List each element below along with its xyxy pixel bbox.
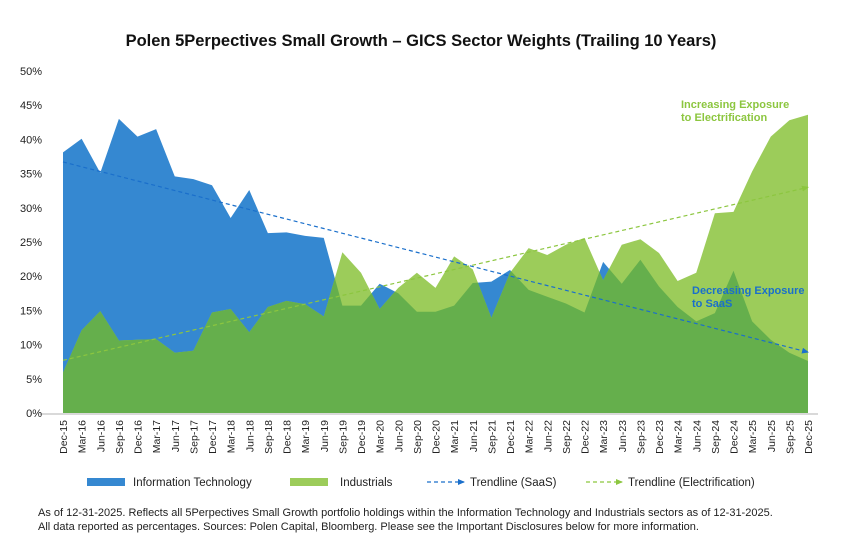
x-tick-label: Sep-25 xyxy=(784,420,796,454)
x-tick-label: Jun-21 xyxy=(468,420,480,452)
x-tick-label: Sep-24 xyxy=(710,420,722,454)
x-tick-label: Mar-22 xyxy=(524,420,536,453)
x-tick-label: Sep-19 xyxy=(337,420,349,454)
x-tick-label: Dec-18 xyxy=(282,420,294,454)
x-tick-label: Mar-24 xyxy=(673,420,685,453)
x-tick-label: Mar-21 xyxy=(449,420,461,453)
x-tick-label: Sep-18 xyxy=(263,420,275,454)
footnote-line: As of 12-31-2025. Reflects all 5Perpecti… xyxy=(38,507,773,519)
trendline xyxy=(62,161,809,354)
x-tick-label: Mar-18 xyxy=(226,420,238,453)
x-tick-label: Dec-16 xyxy=(133,420,145,454)
x-tick-label: Jun-18 xyxy=(244,420,256,452)
x-tick-label: Sep-21 xyxy=(486,420,498,454)
x-tick-label: Dec-20 xyxy=(431,420,443,454)
x-tick-label: Jun-16 xyxy=(95,420,107,452)
x-tick-label: Dec-19 xyxy=(356,420,368,454)
x-tick-label: Jun-24 xyxy=(691,420,703,452)
x-tick-label: Jun-20 xyxy=(393,420,405,452)
y-tick-label: 15% xyxy=(20,305,42,317)
x-tick-label: Jun-23 xyxy=(617,420,629,452)
annotation-text: Increasing Exposure xyxy=(681,99,789,111)
annotation-text: Decreasing Exposure xyxy=(692,285,805,297)
x-tick-label: Dec-23 xyxy=(654,420,666,454)
y-tick-label: 35% xyxy=(20,169,42,181)
area-overlap xyxy=(63,259,808,413)
y-tick-label: 40% xyxy=(20,134,42,146)
y-tick-label: 20% xyxy=(20,271,42,283)
trendline xyxy=(62,185,809,361)
y-tick-label: 5% xyxy=(26,374,42,386)
x-tick-label: Sep-23 xyxy=(635,420,647,454)
footnote: As of 12-31-2025. Reflects all 5Perpecti… xyxy=(38,506,828,534)
x-tick-label: Jun-17 xyxy=(170,420,182,452)
annotation-text: to Electrification xyxy=(681,112,767,124)
x-tick-label: Dec-17 xyxy=(207,420,219,454)
x-tick-label: Mar-17 xyxy=(151,420,163,453)
legend-label: Trendline (Electrification) xyxy=(628,477,755,489)
legend-label: Information Technology xyxy=(133,477,252,489)
x-tick-label: Dec-22 xyxy=(580,420,592,454)
x-tick-label: Jun-25 xyxy=(766,420,778,452)
x-tick-label: Jun-22 xyxy=(542,420,554,452)
legend-swatch-industrials xyxy=(290,478,328,486)
y-tick-label: 25% xyxy=(20,237,42,249)
x-tick-label: Mar-20 xyxy=(375,420,387,453)
y-tick-label: 45% xyxy=(20,100,42,112)
chart-title: Polen 5Perpectives Small Growth – GICS S… xyxy=(126,32,717,50)
x-tick-label: Sep-17 xyxy=(188,420,200,454)
x-tick-label: Sep-16 xyxy=(114,420,126,454)
y-tick-label: 10% xyxy=(20,340,42,352)
x-tick-label: Dec-15 xyxy=(58,420,70,454)
x-tick-label: Sep-20 xyxy=(412,420,424,454)
x-tick-label: Mar-23 xyxy=(598,420,610,453)
x-tick-label: Mar-19 xyxy=(300,420,312,453)
x-tick-label: Jun-19 xyxy=(319,420,331,452)
x-tick-label: Sep-22 xyxy=(561,420,573,454)
y-tick-label: 0% xyxy=(26,408,42,420)
legend-swatch-it xyxy=(87,478,125,486)
y-tick-label: 30% xyxy=(20,203,42,215)
x-tick-label: Dec-24 xyxy=(729,420,741,454)
x-tick-label: Dec-25 xyxy=(803,420,815,454)
x-tick-label: Dec-21 xyxy=(505,420,517,454)
x-tick-label: Mar-16 xyxy=(77,420,89,453)
x-tick-label: Mar-25 xyxy=(747,420,759,453)
y-tick-label: 50% xyxy=(20,66,42,78)
legend-label: Industrials xyxy=(340,477,393,489)
annotation-text: to SaaS xyxy=(692,298,732,310)
footnote-line: All data reported as percentages. Source… xyxy=(38,521,699,533)
legend-label: Trendline (SaaS) xyxy=(470,477,557,489)
